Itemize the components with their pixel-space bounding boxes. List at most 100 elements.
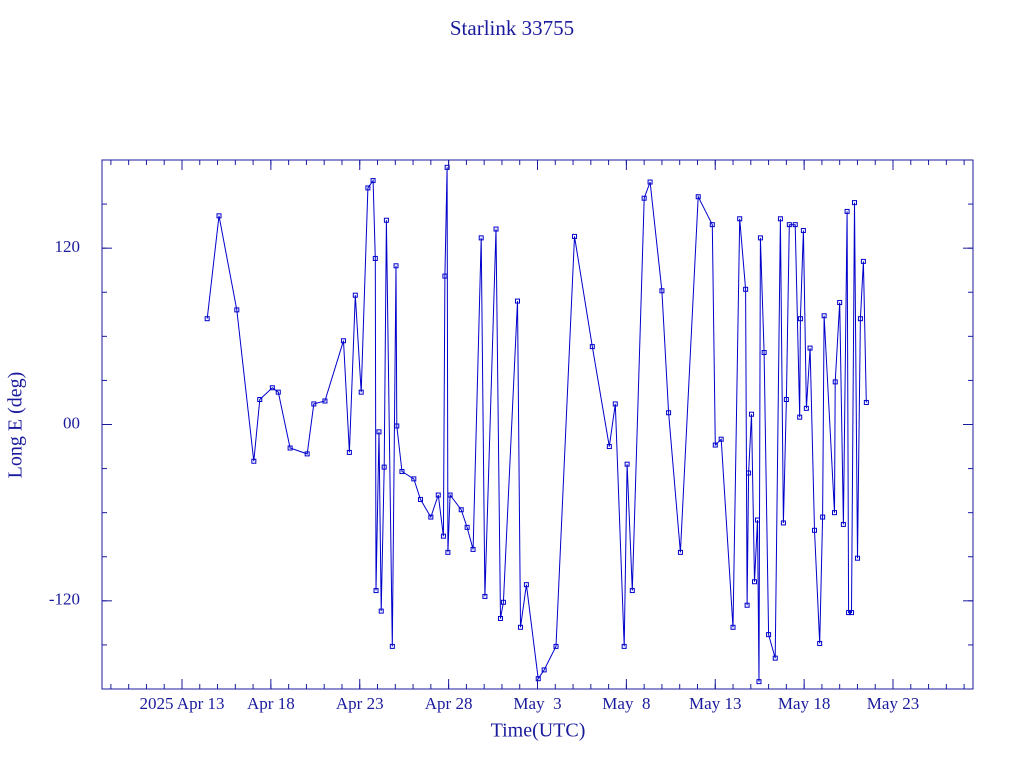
data-point	[376, 429, 382, 435]
data-point	[840, 521, 846, 527]
data-point	[523, 582, 529, 588]
data-point	[435, 492, 441, 498]
data-point	[851, 200, 857, 206]
data-point	[624, 461, 630, 467]
data-point	[709, 222, 715, 228]
data-point	[378, 608, 384, 614]
data-point	[515, 298, 521, 304]
data-point	[749, 411, 755, 417]
data-point	[766, 632, 772, 638]
data-point	[251, 458, 257, 464]
data-point	[647, 179, 653, 185]
data-point	[831, 510, 837, 516]
data-point	[428, 514, 434, 520]
data-point	[797, 316, 803, 322]
data-point	[365, 185, 371, 191]
data-point	[482, 593, 488, 599]
data-point	[812, 527, 818, 533]
data-point	[358, 389, 364, 395]
data-point	[470, 546, 476, 552]
data-point	[500, 599, 506, 605]
data-point	[322, 398, 328, 404]
plot-frame	[101, 159, 974, 690]
data-point	[641, 195, 647, 201]
data-point	[629, 588, 635, 594]
data-point	[535, 676, 541, 682]
data-point	[311, 401, 317, 407]
data-point	[541, 667, 547, 673]
x-tick-label: May 3	[513, 694, 561, 713]
data-point	[857, 316, 863, 322]
data-point	[340, 338, 346, 344]
data-point	[737, 216, 743, 222]
data-point	[572, 233, 578, 239]
data-point	[718, 436, 724, 442]
data-point	[346, 449, 352, 455]
data-point	[659, 288, 665, 294]
x-tick-label: Apr 28	[425, 694, 473, 713]
data-point	[817, 640, 823, 646]
data-point	[772, 655, 778, 661]
data-point	[786, 222, 792, 228]
data-point	[783, 397, 789, 403]
data-point	[442, 273, 448, 279]
data-point	[493, 226, 499, 232]
data-point	[234, 307, 240, 313]
x-tick-label: May 18	[778, 694, 830, 713]
data-point	[756, 679, 762, 685]
data-point	[777, 216, 783, 222]
data-point	[863, 399, 869, 405]
data-point	[444, 164, 450, 170]
data-point	[757, 235, 763, 241]
data-point	[792, 222, 798, 228]
data-point	[752, 579, 758, 585]
data-point	[373, 588, 379, 594]
x-tick-label: May 23	[867, 694, 919, 713]
y-tick-label: 120	[55, 237, 81, 256]
data-point	[269, 385, 275, 391]
data-point	[695, 194, 701, 200]
data-point	[411, 476, 417, 482]
data-point	[807, 345, 813, 351]
x-tick-label: Apr 23	[336, 694, 384, 713]
data-point	[447, 492, 453, 498]
data-point	[730, 624, 736, 630]
data-point	[780, 520, 786, 526]
data-point	[761, 349, 767, 355]
data-point	[257, 397, 263, 403]
data-point	[370, 178, 376, 184]
data-point	[381, 464, 387, 470]
data-point	[497, 615, 503, 621]
data-point	[606, 444, 612, 450]
data-point	[854, 555, 860, 561]
data-point	[712, 442, 718, 448]
data-point	[440, 533, 446, 539]
y-tick-label: -120	[49, 590, 80, 609]
data-point	[860, 258, 866, 264]
data-point	[846, 610, 852, 616]
data-point	[458, 507, 464, 513]
data-point	[216, 213, 222, 219]
data-point	[820, 514, 826, 520]
chart-title: Starlink 33755	[450, 16, 574, 40]
data-point	[275, 389, 281, 395]
data-point	[746, 470, 752, 476]
data-point	[517, 624, 523, 630]
data-point	[844, 208, 850, 214]
y-axis-label: Long E (deg)	[5, 372, 27, 479]
data-point	[389, 643, 395, 649]
data-point	[445, 549, 451, 555]
x-tick-label: Apr 18	[247, 694, 295, 713]
data-point	[589, 344, 595, 350]
data-point	[478, 235, 484, 241]
data-point	[417, 496, 423, 502]
data-point	[612, 401, 618, 407]
x-tick-label: 2025 Apr 13	[139, 694, 224, 713]
data-point	[204, 316, 210, 322]
data-point	[744, 602, 750, 608]
y-tick-label: 00	[63, 413, 80, 432]
data-point	[394, 423, 400, 429]
data-point	[399, 469, 405, 475]
data-point	[754, 517, 760, 523]
